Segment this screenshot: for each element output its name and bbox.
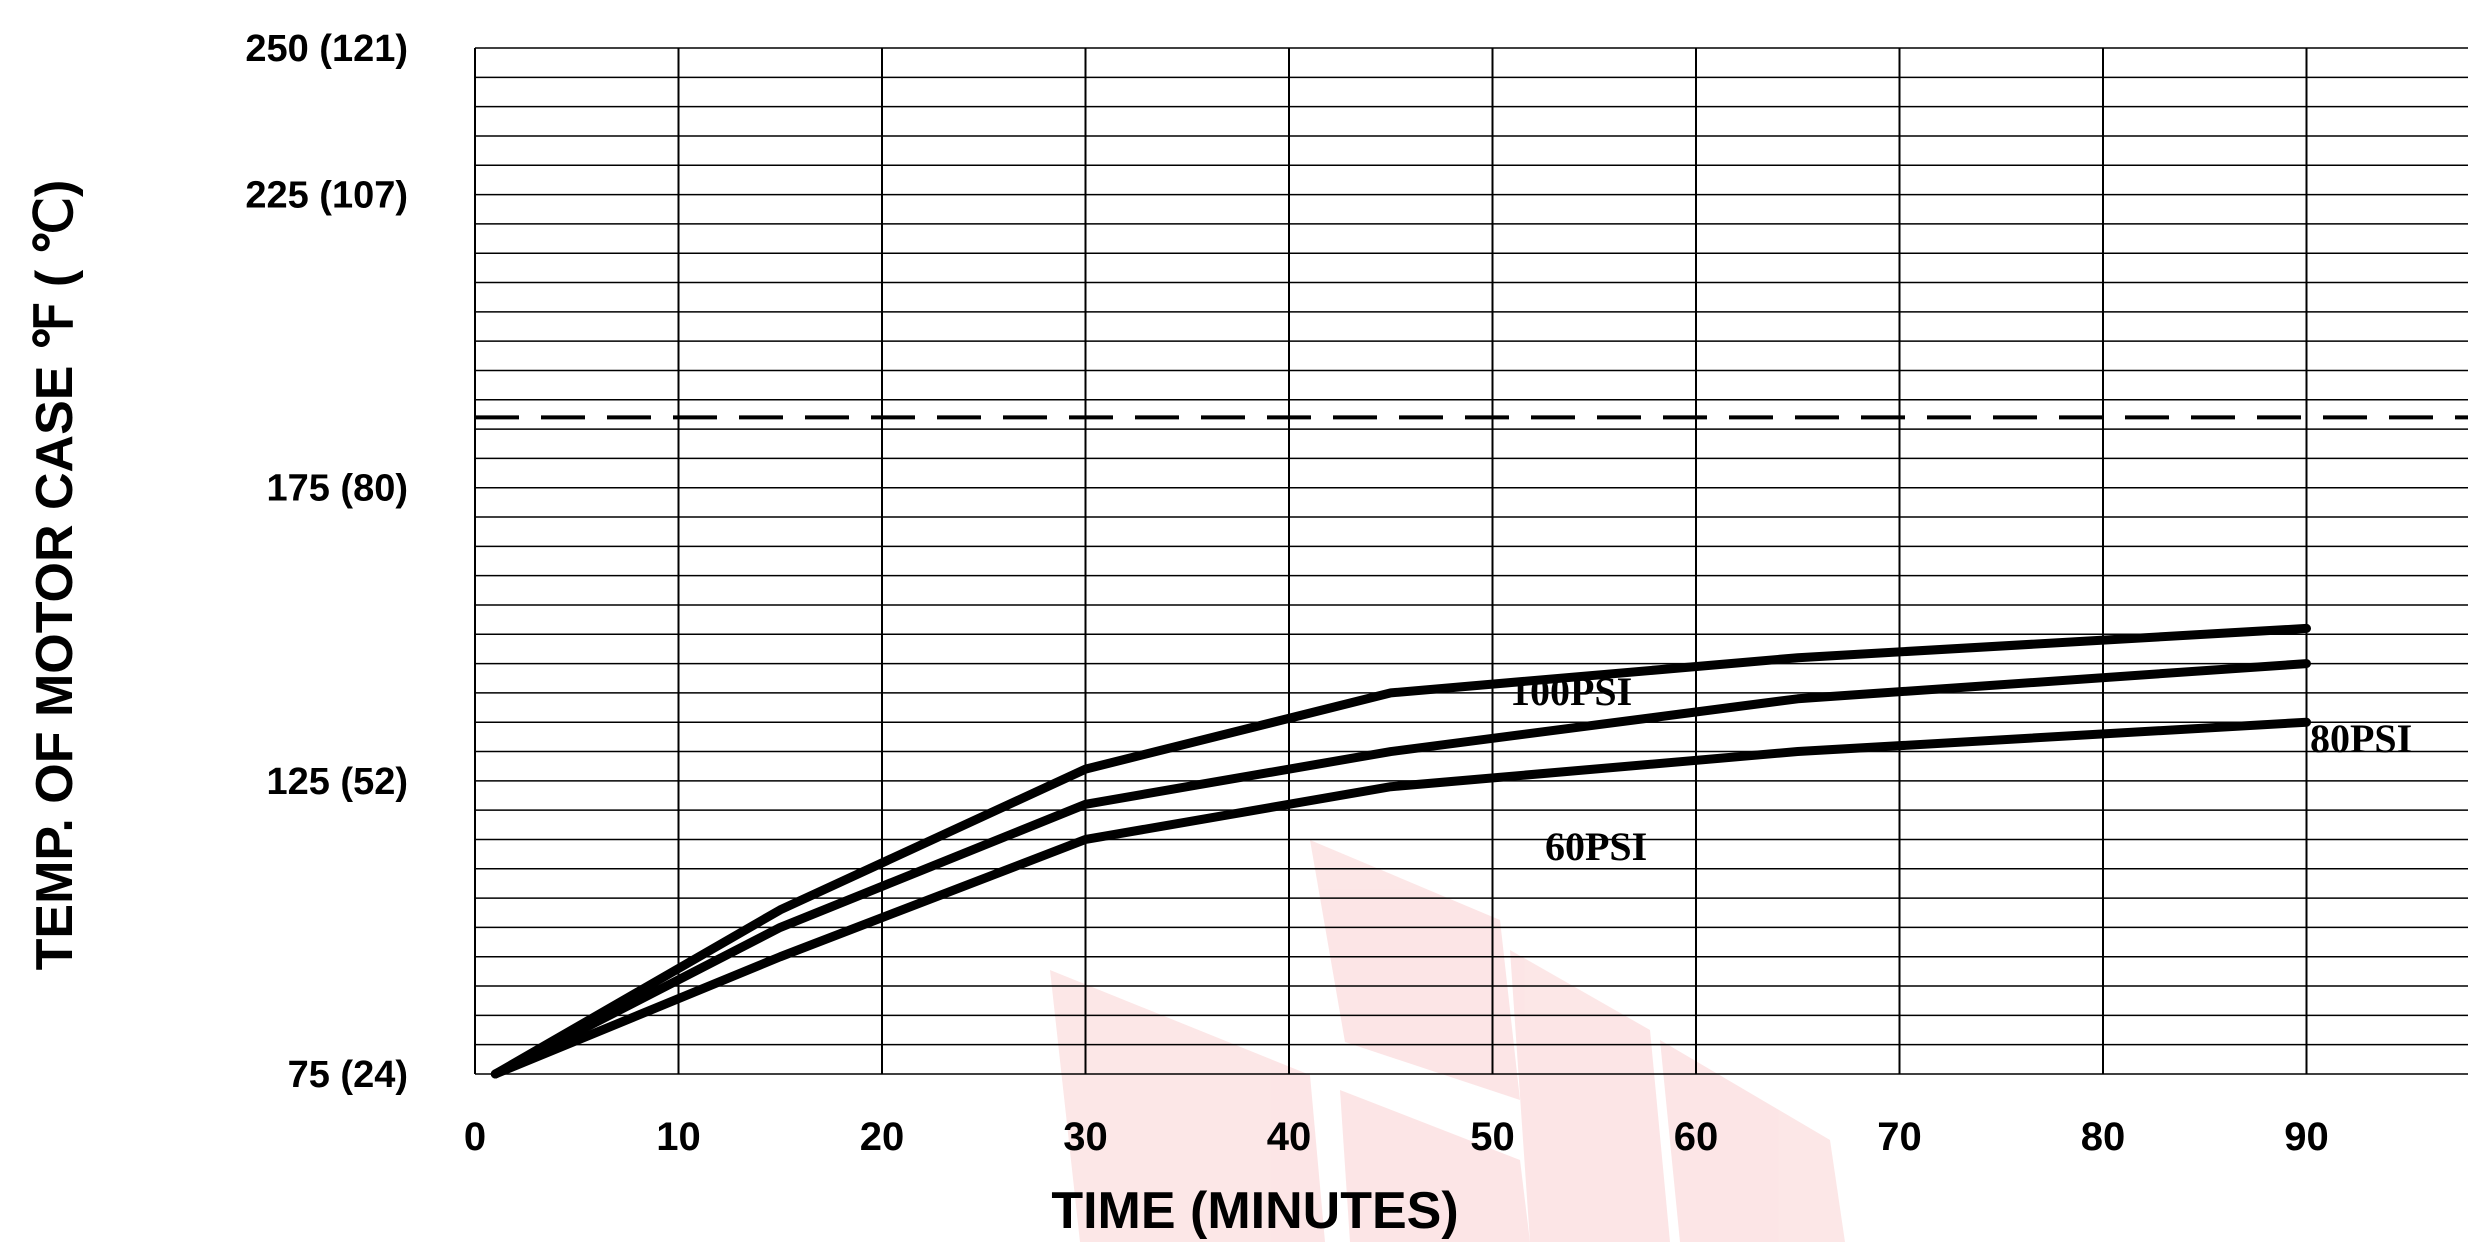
- watermark-logo: [1050, 840, 1845, 1242]
- series-label-80psi: 80PSI: [2310, 716, 2412, 761]
- series-line-60psi: [490, 717, 2311, 1079]
- y-axis-ticks: 250 (121) 225 (107) 175 (80) 125 (52) 75 (24…: [245, 28, 408, 1096]
- y-tick-label: 175 (80): [266, 468, 408, 510]
- x-tick-label: 80: [2081, 1115, 2126, 1159]
- y-tick-label: 125 (52): [266, 761, 408, 803]
- x-tick-label: 50: [1470, 1115, 1515, 1159]
- y-tick-label: 225 (107): [245, 175, 408, 217]
- series-labels: 100PSI 80PSI 60PSI: [1510, 669, 2412, 869]
- series-label-100psi: 100PSI: [1510, 669, 1632, 714]
- x-tick-label: 20: [860, 1115, 905, 1159]
- x-tick-label: 70: [1877, 1115, 1922, 1159]
- x-axis-ticks: 0 10 20 30 40 50 60 70 80 90: [464, 1115, 2329, 1159]
- x-tick-label: 40: [1267, 1115, 1312, 1159]
- x-tick-label: 30: [1063, 1115, 1108, 1159]
- x-tick-label: 90: [2284, 1115, 2329, 1159]
- x-tick-label: 10: [656, 1115, 701, 1159]
- y-tick-label: 75 (24): [288, 1054, 408, 1096]
- series-layer: [490, 623, 2311, 1079]
- y-axis-title: TEMP. OF MOTOR CASE ℉ ( ℃): [26, 180, 84, 971]
- x-tick-label: 0: [464, 1115, 486, 1159]
- series-label-60psi: 60PSI: [1545, 824, 1647, 869]
- series-line-80psi: [490, 659, 2311, 1079]
- x-axis-title: TIME (MINUTES): [1051, 1182, 1458, 1240]
- series-line-100psi: [490, 623, 2311, 1079]
- y-tick-label: 250 (121): [245, 28, 408, 70]
- x-tick-label: 60: [1674, 1115, 1719, 1159]
